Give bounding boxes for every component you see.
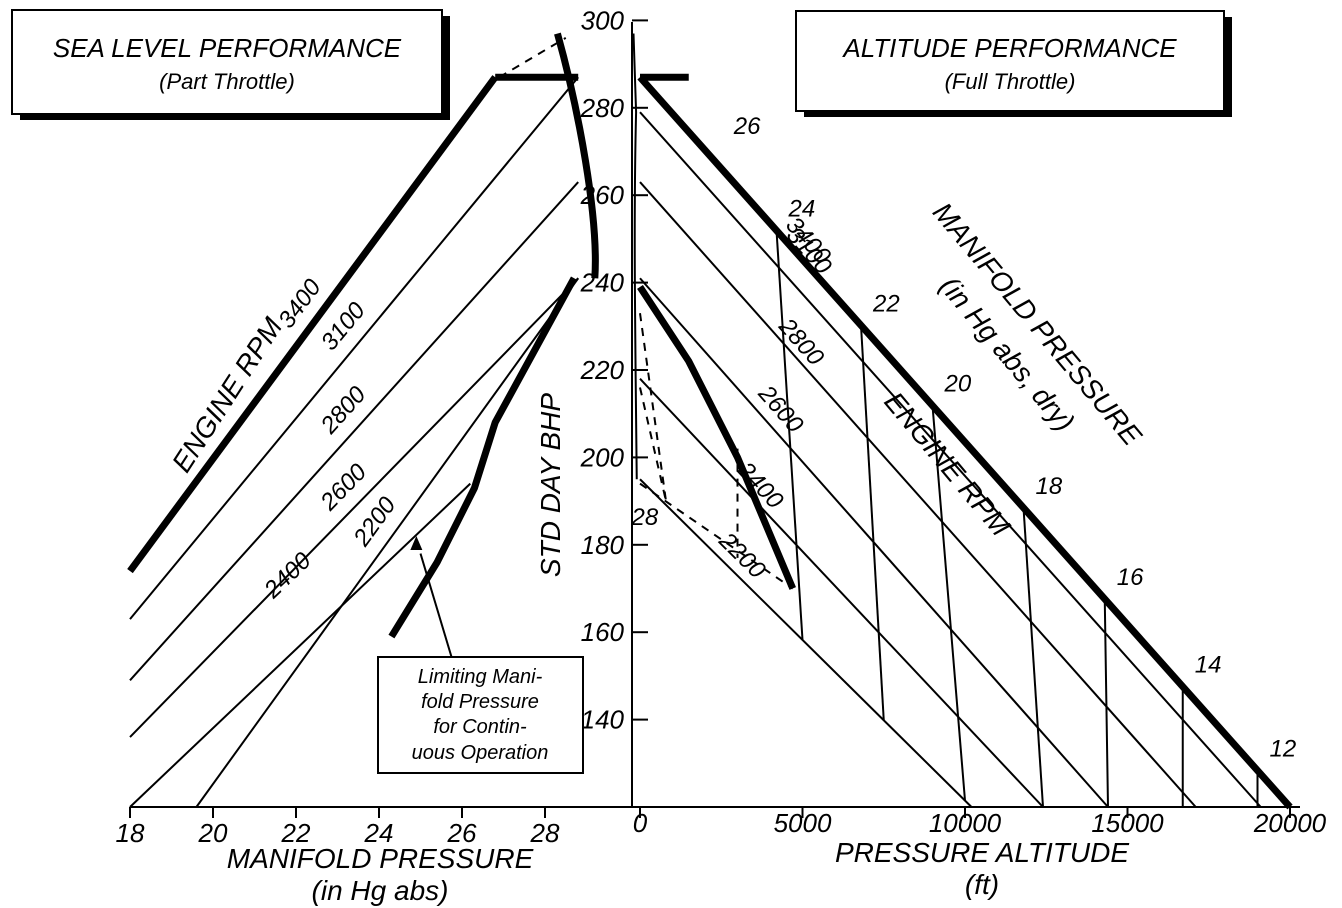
left-x-tick-label: 20: [198, 818, 228, 848]
y-tick-label: 200: [580, 442, 625, 472]
y-tick-label: 300: [581, 5, 625, 35]
sea-level-title-box: SEA LEVEL PERFORMANCE (Part Throttle): [11, 9, 450, 120]
mp-label-16: 16: [1117, 564, 1144, 591]
altitude-left-boundary: [632, 33, 638, 480]
right-x-tick-label: 20000: [1253, 808, 1327, 838]
right-x-tick-label: 10000: [929, 808, 1002, 838]
altitude-limit-curve: [637, 285, 796, 590]
right-x-tick-label: 0: [633, 808, 648, 838]
altitude-rpm-label: ENGINE RPM: [878, 386, 1016, 542]
left-x-axis-unit: (in Hg abs): [312, 875, 449, 906]
y-tick-label: 220: [580, 355, 625, 385]
y-tick-label: 180: [581, 530, 625, 560]
mp-label-28: 28: [631, 504, 659, 531]
left-x-axis-title: MANIFOLD PRESSURE: [227, 843, 534, 874]
sea-level-dashed-extension: [498, 37, 567, 79]
mp-line-18: [1022, 507, 1044, 808]
left-x-tick-label: 24: [364, 818, 394, 848]
left-x-tick-label: 22: [281, 818, 311, 848]
annotation-line-2: fold Pressure: [421, 691, 539, 713]
sea-level-rpm-label-2200: 2200: [348, 492, 402, 552]
sea-level-rpm-line-2400: [129, 482, 471, 808]
y-tick-label: 140: [581, 705, 625, 735]
dashed-line-a: [639, 482, 794, 590]
chart-extras: 28: [631, 33, 796, 590]
right-x-axis-unit: (ft): [965, 869, 999, 900]
altitude-rpm-label-2200: 2200: [713, 527, 771, 585]
dashed-line-b: [639, 387, 667, 502]
altitude-rpm-line-2200: [639, 478, 973, 808]
mp-label-12: 12: [1270, 736, 1297, 763]
y-tick-label: 240: [580, 268, 625, 298]
dashed-line-c: [639, 313, 667, 502]
sea-level-rpm-label: ENGINE RPM: [166, 311, 289, 477]
left-x-tick-label: 26: [447, 818, 477, 848]
sea-level-subtitle: (Part Throttle): [159, 69, 295, 94]
y-axis-title: STD DAY BHP: [535, 393, 566, 577]
mp-label-18: 18: [1036, 473, 1063, 500]
sea-level-title: SEA LEVEL PERFORMANCE: [53, 33, 402, 63]
altitude-rpm-line-2800: [639, 181, 1197, 808]
limit-annotation: Limiting Mani- fold Pressure for Contin-…: [377, 656, 584, 774]
altitude-rpm-line-3400: [637, 74, 1293, 810]
sea-level-rpm-label-2800: 2800: [315, 381, 372, 440]
mp-line-16: [1103, 598, 1109, 808]
sea-level-rpm-line-3100: [129, 76, 579, 620]
altitude-rpm-label-2600: 2600: [752, 380, 809, 439]
altitude-title-box: ALTITUDE PERFORMANCE (Full Throttle): [795, 10, 1232, 117]
mp-label-24: 24: [788, 195, 816, 222]
annotation-line-1: Limiting Mani-: [418, 666, 543, 688]
sea-level-rpm-line-2600: [129, 277, 579, 738]
left-x-tick-label: 18: [116, 818, 145, 848]
left-x-tick-label: 28: [530, 818, 560, 848]
mp-label-26: 26: [733, 113, 761, 140]
sea-level-rpm-label-2600: 2600: [315, 458, 373, 516]
mp-label-20: 20: [944, 371, 972, 398]
mp-label-22: 22: [872, 290, 900, 317]
right-x-tick-label: 15000: [1091, 808, 1164, 838]
annotation-line-3: for Contin-: [433, 716, 527, 738]
y-tick-label: 280: [580, 93, 625, 123]
y-tick-label: 160: [581, 617, 625, 647]
right-x-tick-label: 5000: [774, 808, 832, 838]
altitude-subtitle: (Full Throttle): [945, 69, 1076, 94]
altitude-title: ALTITUDE PERFORMANCE: [841, 33, 1177, 63]
annotation-arrowhead: [410, 536, 423, 551]
right-x-ticks: 0 5000 10000 15000 20000: [633, 807, 1327, 838]
sea-level-rpm-line-3400: [127, 75, 499, 574]
mp-label-14: 14: [1195, 652, 1222, 679]
sea-level-limit-top-curve: [554, 32, 599, 279]
sea-level-limit-curve: [388, 276, 578, 639]
mp-line-24: [775, 230, 804, 640]
left-x-ticks: 18 20 22 24 26 28: [116, 807, 560, 848]
mp-line-20: [931, 405, 966, 801]
sea-level-rpm-line-2200: [195, 277, 580, 808]
altitude-rpm-line-3100: [639, 111, 1262, 808]
altitude-rpm-line-2400: [639, 378, 1044, 808]
right-x-axis-title: PRESSURE ALTITUDE: [835, 837, 1129, 868]
altitude-mp-lines: 26 24 22 20 18 16 14 12: [733, 113, 1297, 808]
mp-line-22: [860, 325, 885, 721]
annotation-line-4: uous Operation: [412, 742, 549, 764]
sea-level-rpm-line-2800: [129, 181, 579, 681]
